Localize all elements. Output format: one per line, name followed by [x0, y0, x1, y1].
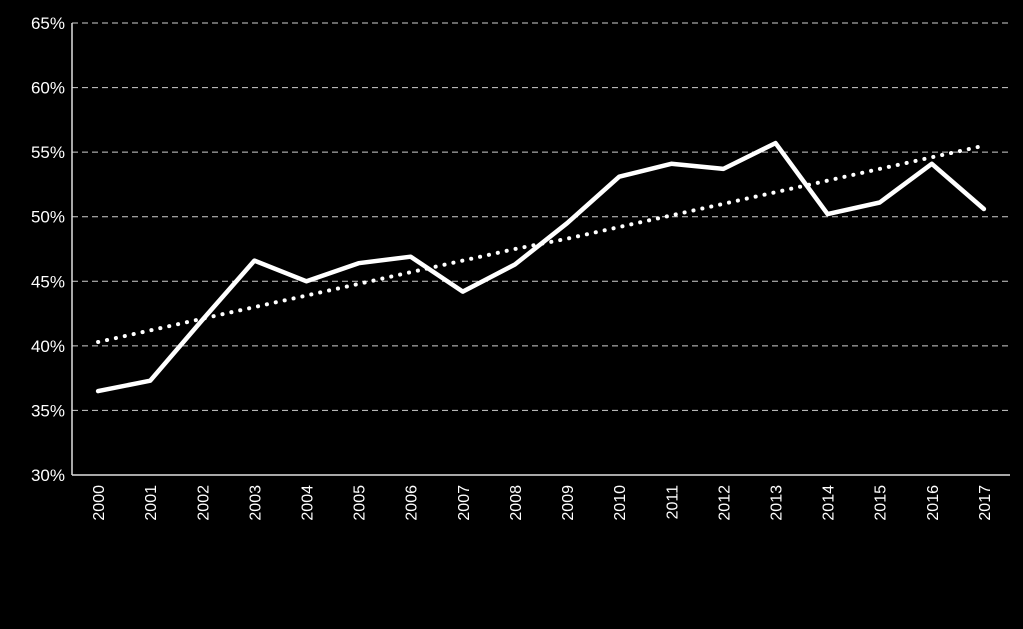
- x-axis-tick-labels: 2000 2001 2002 2003 2004 2005 2006 2007 2008 2009…: [91, 485, 994, 521]
- y-tick-label: 40%: [31, 337, 65, 356]
- x-tick-label: 2002: [195, 485, 212, 521]
- x-tick-label: 2007: [456, 485, 473, 521]
- y-tick-label: 55%: [31, 143, 65, 162]
- x-tick-label: 2013: [769, 485, 786, 521]
- x-tick-label: 2008: [508, 485, 525, 521]
- y-tick-label: 30%: [31, 466, 65, 485]
- y-tick-label: 45%: [31, 272, 65, 291]
- trendline: [96, 143, 986, 344]
- x-tick-label: 2003: [247, 485, 264, 521]
- x-tick-label: 2005: [352, 485, 369, 521]
- x-tick-label: 2009: [560, 485, 577, 521]
- x-tick-label: 2010: [612, 485, 629, 521]
- x-tick-label: 2006: [404, 485, 421, 521]
- series-group: [95, 140, 987, 394]
- x-tick-label: 2014: [821, 485, 838, 521]
- x-tick-label: 2011: [664, 485, 681, 520]
- axes: [71, 23, 1010, 476]
- y-tick-label: 65%: [31, 14, 65, 33]
- y-tick-label: 50%: [31, 208, 65, 227]
- y-axis-tick-labels: 30% 35% 40% 45% 50% 55% 60% 65%: [31, 14, 65, 485]
- x-tick-label: 2004: [300, 485, 317, 521]
- y-tick-label: 35%: [31, 401, 65, 420]
- x-tick-label: 2015: [873, 485, 890, 521]
- x-tick-label: 2016: [925, 485, 942, 521]
- x-tick-label: 2000: [91, 485, 108, 521]
- gridlines: [72, 22, 1010, 411]
- y-tick-label: 60%: [31, 79, 65, 98]
- x-tick-label: 2012: [716, 485, 733, 521]
- x-tick-label: 2001: [143, 485, 160, 521]
- x-tick-label: 2017: [977, 485, 994, 521]
